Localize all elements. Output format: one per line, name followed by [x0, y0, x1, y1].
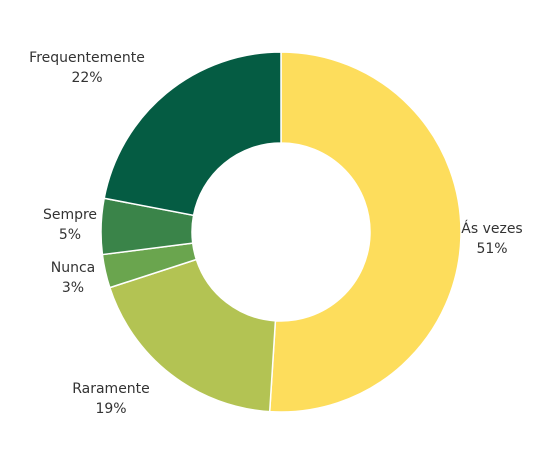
label-nunca: Nunca 3%: [51, 260, 96, 296]
label-frequentemente-name: Frequentemente: [29, 50, 145, 66]
label-as-vezes-value: 51%: [476, 241, 507, 257]
label-raramente-value: 19%: [95, 401, 126, 417]
label-raramente: Raramente 19%: [72, 381, 150, 417]
label-as-vezes-name: Ás vezes: [461, 220, 522, 237]
label-frequentemente-value: 22%: [71, 70, 102, 86]
slice-raramente: [108, 258, 277, 413]
label-nunca-value: 3%: [62, 280, 84, 296]
label-nunca-name: Nunca: [51, 260, 96, 276]
label-sempre-name: Sempre: [43, 207, 97, 223]
label-as-vezes: Ás vezes 51%: [461, 220, 522, 257]
label-frequentemente: Frequentemente 22%: [29, 50, 145, 86]
donut-slices: [100, 51, 462, 413]
label-sempre-value: 5%: [59, 227, 81, 243]
label-raramente-name: Raramente: [72, 381, 150, 397]
slice-labels: Ás vezes 51% Raramente 19% Nunca 3% Sempre 5% Fr…: [29, 50, 523, 417]
label-sempre: Sempre 5%: [43, 207, 97, 243]
slice-as-vezes: [268, 51, 462, 413]
slice-frequentemente: [103, 51, 282, 217]
